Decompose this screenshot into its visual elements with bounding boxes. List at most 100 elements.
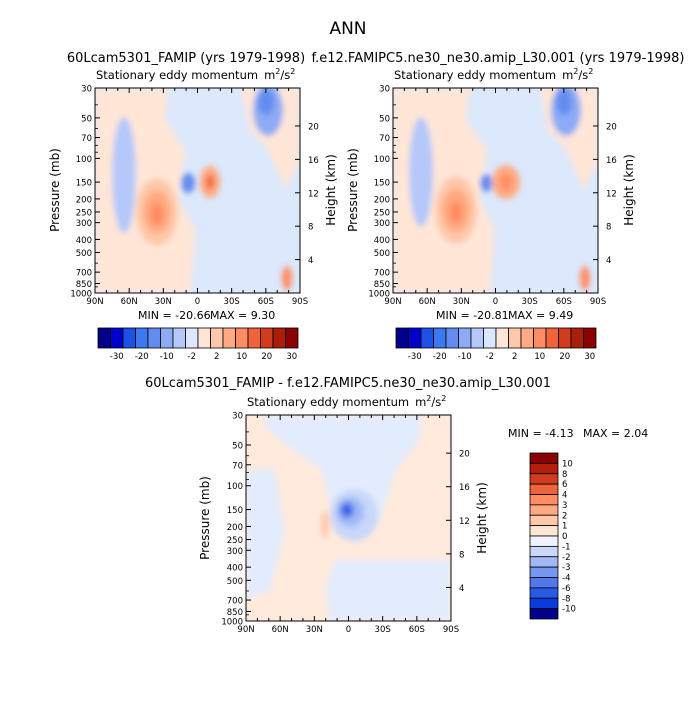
colorbar-swatch <box>545 327 559 349</box>
y-tick-label: 300 <box>227 547 243 557</box>
x-tick-label: 0 <box>493 297 498 307</box>
x-tick-label: 0 <box>195 297 200 307</box>
y-tick-label: 50 <box>379 114 390 124</box>
panel-c-max-label: MAX = 2.04 <box>583 427 648 440</box>
panel-a-y2label: Height (km) <box>324 154 338 225</box>
panel-b-units-m: m <box>562 68 573 82</box>
y-tick-label: 500 <box>227 577 243 587</box>
panel-b-axes: 3050701001502002503004005007008501000481… <box>368 85 616 308</box>
colorbar-label: -8 <box>562 594 570 604</box>
figure-title: ANN <box>329 19 366 39</box>
panel-a-axes: 3050701001502002503004005007008501000481… <box>70 85 318 308</box>
colorbar-label: 20 <box>559 352 570 362</box>
y-tick-label: 150 <box>374 179 390 189</box>
height-tick-label: 20 <box>606 122 617 132</box>
panel-c-subtitle-text: Stationary eddy momentum <box>247 395 409 409</box>
x-tick-label: 90S <box>443 625 459 635</box>
colorbar-swatch <box>529 545 559 558</box>
colorbar-swatch <box>185 327 199 349</box>
panel-c-title: 60Lcam5301_FAMIP - f.e12.FAMIPC5.ne30_ne… <box>145 376 551 391</box>
colorbar-label: 8 <box>562 470 567 480</box>
height-tick-label: 16 <box>459 483 470 493</box>
panel-b: f.e12.FAMIPC5.ne30_ne30.amip_L30.001 (yr… <box>312 51 685 362</box>
colorbar-label: -3 <box>562 563 570 573</box>
colorbar-swatch <box>483 327 497 349</box>
y-tick-label: 30 <box>379 85 390 95</box>
panel-c-negative-core <box>344 507 350 513</box>
panel-c-negative-region-upper <box>262 415 420 540</box>
y-tick-label: 70 <box>379 134 390 144</box>
y-tick-label: 200 <box>227 523 243 533</box>
panel-a-units-sup2: 2 <box>290 67 295 76</box>
colorbar-swatch <box>110 327 124 349</box>
panel-c-units-m: m <box>415 395 426 409</box>
panel-a-negative-lobe-north <box>112 117 136 233</box>
y-tick-label: 700 <box>76 269 92 279</box>
y-tick-label: 100 <box>227 482 243 492</box>
height-tick-label: 8 <box>459 550 464 560</box>
y-tick-label: 50 <box>232 442 243 452</box>
colorbar-swatch <box>508 327 522 349</box>
panel-c-ylabel: Pressure (mb) <box>198 476 212 560</box>
colorbar-swatch <box>285 327 299 349</box>
panel-c-units-mid: /s <box>431 395 441 409</box>
panel-b-colorbar: -30 -20 -10 -2 2 10 20 30 <box>395 327 597 362</box>
colorbar-swatch <box>529 514 559 527</box>
y-tick-label: 30 <box>232 412 243 422</box>
colorbar-label: 2 <box>562 511 567 521</box>
y-tick-label: 300 <box>374 219 390 229</box>
colorbar-label: 4 <box>562 491 567 501</box>
height-tick-label: 4 <box>459 584 464 594</box>
colorbar-swatch <box>529 462 559 475</box>
colorbar-swatch <box>147 327 161 349</box>
panel-a-max-label: MAX = 9.30 <box>210 309 275 322</box>
x-tick-label: 90S <box>590 297 606 307</box>
height-tick-label: 12 <box>606 189 617 199</box>
panel-c: 60Lcam5301_FAMIP - f.e12.FAMIPC5.ne30_ne… <box>145 376 648 635</box>
colorbar-swatch <box>583 327 597 349</box>
colorbar-swatch <box>260 327 274 349</box>
y-tick-label: 200 <box>374 195 390 205</box>
colorbar-label: 10 <box>534 352 545 362</box>
x-tick-label: 60S <box>556 297 572 307</box>
y-tick-label: 100 <box>76 155 92 165</box>
x-tick-label: 30S <box>224 297 240 307</box>
panel-b-negative-lobe-north <box>409 117 433 227</box>
y-tick-label: 250 <box>227 536 243 546</box>
height-tick-label: 12 <box>308 189 319 199</box>
panel-b-positive-eq-core <box>500 174 512 190</box>
panel-c-field <box>246 415 451 621</box>
colorbar-swatch <box>529 494 559 506</box>
colorbar-swatch <box>558 327 572 349</box>
colorbar-swatch <box>235 327 249 349</box>
height-tick-label: 8 <box>308 223 313 233</box>
height-tick-label: 4 <box>308 256 313 266</box>
colorbar-label: 30 <box>584 352 595 362</box>
colorbar-label: 10 <box>562 459 573 469</box>
x-tick-label: 30S <box>375 625 391 635</box>
panel-c-axes: 3050701001502002503004005007008501000481… <box>221 412 469 636</box>
panel-b-field <box>393 88 598 293</box>
colorbar-label: 1 <box>562 522 567 532</box>
colorbar-swatch <box>529 556 559 568</box>
panel-c-units-sup1: 2 <box>426 394 431 403</box>
colorbar-swatch <box>420 327 434 349</box>
panel-b-units-sup1: 2 <box>573 67 578 76</box>
panel-a-title: 60Lcam5301_FAMIP (yrs 1979-1998) <box>67 51 305 66</box>
panel-c-y2label: Height (km) <box>475 482 489 553</box>
y-tick-label: 150 <box>76 179 92 189</box>
colorbar-swatch <box>222 327 236 349</box>
colorbar-swatch <box>570 327 584 349</box>
height-tick-label: 16 <box>606 156 617 166</box>
colorbar-label: -30 <box>110 352 124 362</box>
x-tick-label: 30N <box>155 297 172 307</box>
panel-a-colorbar: -30 -20 -10 -2 2 10 20 30 <box>97 327 299 362</box>
y-tick-label: 700 <box>374 269 390 279</box>
x-tick-label: 90N <box>384 297 401 307</box>
x-tick-label: 30S <box>522 297 538 307</box>
panel-c-min-label: MIN = -4.13 <box>508 427 574 440</box>
colorbar-swatch <box>135 327 149 349</box>
colorbar-swatch <box>529 597 559 610</box>
panel-a-negative-core-south <box>258 89 274 115</box>
